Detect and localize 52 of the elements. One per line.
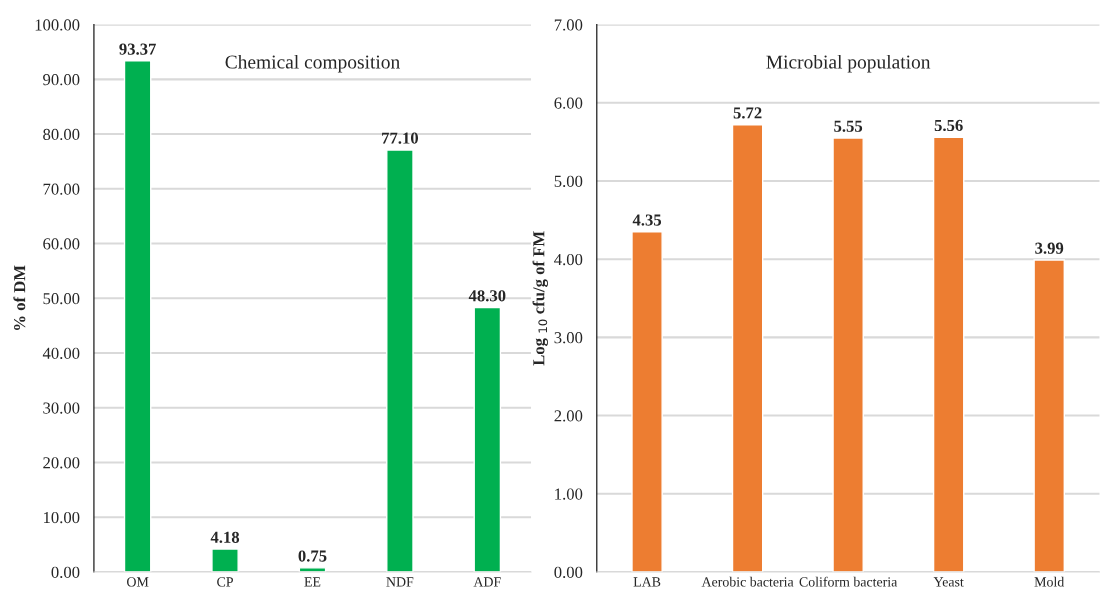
- y-tick-label: 20.00: [43, 457, 80, 469]
- x-tick-label: EE: [304, 577, 321, 587]
- y-tick-label: 70.00: [43, 183, 80, 195]
- bar: [1033, 259, 1065, 572]
- bar: [123, 60, 152, 572]
- bar: [473, 306, 502, 572]
- bar: [932, 136, 965, 572]
- data-label: 77.10: [382, 132, 419, 144]
- x-tick-label: CP: [217, 577, 233, 587]
- bar: [731, 123, 764, 572]
- x-tick-label: Coliform bacteria: [799, 576, 898, 587]
- data-label: 93.37: [119, 43, 156, 55]
- x-tick-label: ADF: [473, 577, 501, 587]
- data-label: 0.75: [298, 550, 327, 562]
- y-tick-label: 90.00: [43, 74, 80, 86]
- y-tick-label: 40.00: [42, 347, 80, 360]
- y-tick-label: 0.00: [51, 566, 80, 578]
- y-tick-label: 7.00: [554, 19, 583, 31]
- y-tick-label: 2.00: [554, 410, 583, 422]
- data-label: 48.30: [468, 290, 506, 302]
- bar: [631, 231, 663, 572]
- y-tick-label: 1.00: [555, 488, 583, 500]
- data-label: 5.56: [934, 119, 963, 132]
- y-tick-label: 5.00: [554, 175, 583, 188]
- y-axis-title: Log $_{10}$ cfu/g of FM: [532, 231, 548, 366]
- text: Microbial population: [766, 54, 931, 73]
- y-tick-label: 4.00: [554, 253, 583, 266]
- x-tick-label: OM: [127, 577, 149, 587]
- y-tick-label: 30.00: [43, 402, 80, 414]
- data-label: 5.55: [834, 120, 863, 132]
- data-label: 4.35: [632, 214, 662, 226]
- y-tick-label: 10.00: [44, 511, 80, 524]
- data-label: 4.18: [210, 531, 240, 543]
- y-tick-label: 60.00: [43, 238, 80, 250]
- y-tick-label: 100.00: [35, 19, 80, 31]
- x-tick-label: Mold: [1034, 576, 1065, 587]
- y-tick-label: 3.00: [554, 332, 583, 344]
- x-tick-label: Yeast: [933, 577, 964, 587]
- data-label: 3.99: [1035, 242, 1064, 254]
- x-tick-label: LAB: [633, 577, 661, 587]
- bar: [832, 137, 864, 572]
- x-tick-label: NDF: [386, 577, 414, 587]
- y-axis-title: % of DM: [13, 265, 26, 330]
- x-tick-label: Aerobic bacteria: [701, 576, 794, 587]
- data-label: 5.72: [733, 107, 762, 119]
- bar: [386, 149, 414, 572]
- bar: [211, 548, 239, 572]
- y-tick-label: 50.00: [43, 292, 80, 305]
- y-tick-label: 0.00: [554, 566, 583, 578]
- y-tick-label: 80.00: [43, 128, 80, 141]
- text: Chemical composition: [225, 54, 400, 73]
- y-tick-label: 6.00: [554, 97, 583, 109]
